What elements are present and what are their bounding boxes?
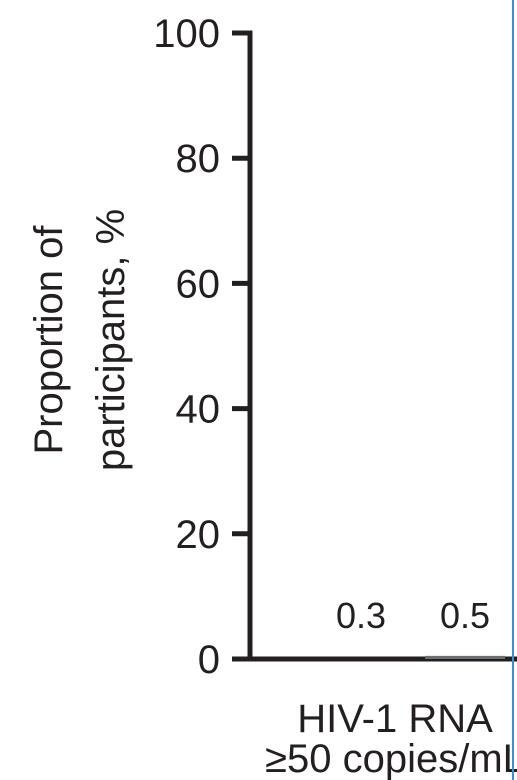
category-label-line-1: HIV-1 RNA bbox=[297, 697, 493, 741]
data-label-series-2: 0.5 bbox=[440, 595, 490, 636]
bar-series-1 bbox=[321, 657, 401, 659]
bar-series-2 bbox=[425, 655, 505, 659]
bars bbox=[321, 655, 505, 659]
y-tick-label: 60 bbox=[176, 262, 221, 306]
data-label-series-1: 0.3 bbox=[336, 595, 386, 636]
y-tick-label: 100 bbox=[153, 12, 220, 56]
y-axis-title-line-1: Proportion of bbox=[27, 225, 71, 455]
y-axis-title-line-2: participants, % bbox=[89, 209, 133, 471]
category-label-line-2: ≥50 copies/mL bbox=[265, 737, 517, 780]
y-tick-label: 40 bbox=[176, 388, 221, 432]
y-ticks: 0 20 40 60 80 100 bbox=[153, 12, 250, 682]
data-labels: 0.3 0.5 bbox=[336, 595, 490, 636]
y-tick-label: 80 bbox=[176, 137, 221, 181]
y-tick-label: 20 bbox=[176, 513, 221, 557]
y-tick-label: 0 bbox=[198, 638, 220, 682]
